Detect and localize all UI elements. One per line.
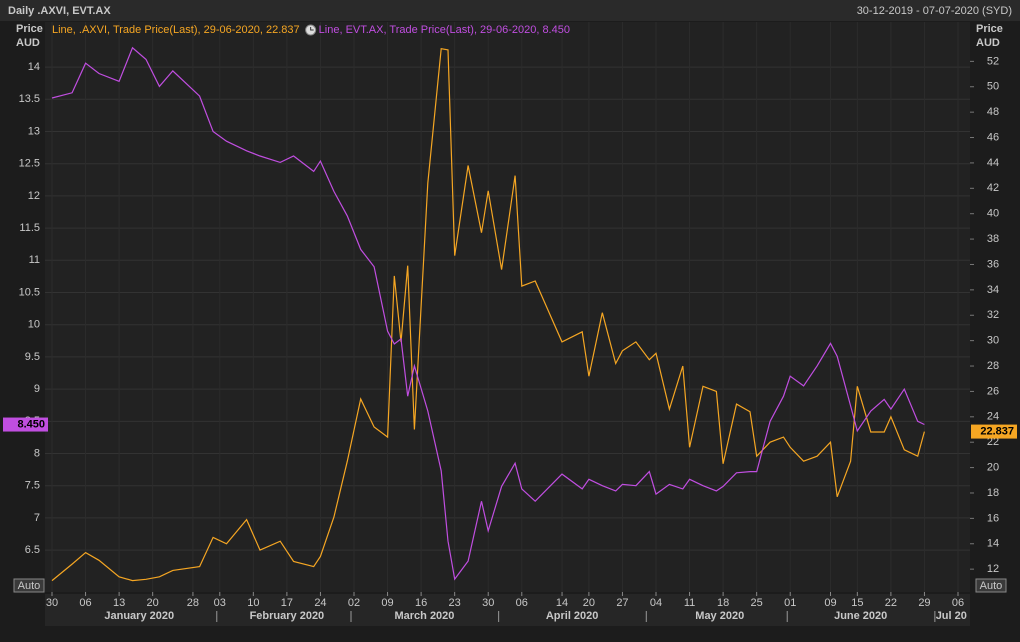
- y2-tick-label: 26: [987, 385, 999, 397]
- y-tick-label: 11: [29, 254, 40, 266]
- last-value-tag: [971, 424, 1017, 439]
- x-tick-label: 14: [556, 597, 568, 609]
- clock-hands: [310, 27, 314, 31]
- x-tick-label: 25: [751, 597, 763, 609]
- y2-tick-label: 36: [987, 258, 999, 270]
- y-tick-label: 6.5: [25, 544, 40, 556]
- y-tick-label: 12.5: [19, 158, 40, 170]
- y2-tick-label: 30: [987, 335, 999, 347]
- y-tick-label: 14: [28, 61, 40, 73]
- y2-tick-label: 46: [987, 131, 999, 143]
- month-label: May 2020: [695, 610, 744, 622]
- x-tick-label: 06: [79, 597, 91, 609]
- x-tick-label: 24: [314, 597, 326, 609]
- y-tick-label: 9.5: [25, 351, 40, 363]
- y2-tick-label: 12: [987, 563, 999, 575]
- header-bar: [0, 0, 1020, 21]
- last-value-label: 22.837: [980, 425, 1014, 437]
- y2-tick-label: 34: [987, 284, 999, 296]
- y-tick-label: 12: [28, 190, 40, 202]
- legend-entry: Line, .AXVI, Trade Price(Last), 29-06-20…: [52, 24, 300, 36]
- x-tick-label: 13: [113, 597, 125, 609]
- y-tick-label: 13.5: [19, 93, 40, 105]
- y2-tick-label: 28: [987, 360, 999, 372]
- x-tick-label: 01: [784, 597, 796, 609]
- y2-mode-label[interactable]: Auto: [980, 580, 1003, 592]
- y2-tick-label: 22: [987, 436, 999, 448]
- y2-label: AUD: [976, 37, 1000, 49]
- y2-tick-label: 52: [987, 55, 999, 67]
- month-label: March 2020: [394, 610, 454, 622]
- y2-tick-label: 20: [987, 461, 999, 473]
- series-line: [51, 47, 925, 582]
- x-tick-label: 17: [281, 597, 293, 609]
- x-tick-label: 27: [616, 597, 628, 609]
- last-value-label: 8.450: [17, 418, 45, 430]
- y2-tick-label: 16: [987, 512, 999, 524]
- x-tick-label: 06: [516, 597, 528, 609]
- y-tick-label: 10: [28, 319, 40, 331]
- y2-tick-label: 24: [987, 411, 999, 423]
- x-tick-label: 10: [247, 597, 259, 609]
- x-tick-label: 20: [583, 597, 595, 609]
- y2-tick-label: 44: [987, 157, 999, 169]
- y2-tick-label: 38: [987, 233, 999, 245]
- y-mode-label[interactable]: Auto: [18, 580, 41, 592]
- x-tick-label: 02: [348, 597, 360, 609]
- y2-tick-label: 42: [987, 182, 999, 194]
- y-label: Price: [16, 23, 43, 35]
- y-tick-label: 13: [28, 125, 40, 137]
- y2-label: Price: [976, 23, 1003, 35]
- x-tick-label: 09: [824, 597, 836, 609]
- y-label: AUD: [16, 37, 40, 49]
- y-tick-label: 9: [34, 383, 40, 395]
- x-tick-label: 23: [449, 597, 461, 609]
- x-tick-label: 09: [381, 597, 393, 609]
- x-axis-band: [45, 594, 970, 626]
- y2-tick-label: 40: [987, 208, 999, 220]
- y2-tick-label: 14: [987, 538, 999, 550]
- y-tick-label: 11.5: [19, 222, 40, 234]
- x-tick-label: 30: [482, 597, 494, 609]
- last-value-tag: [3, 417, 48, 432]
- month-label: February 2020: [250, 610, 325, 622]
- y2-tick-label: 18: [987, 487, 999, 499]
- x-tick-label: 06: [952, 597, 964, 609]
- x-tick-label: 28: [187, 597, 199, 609]
- x-tick-label: 11: [684, 597, 695, 609]
- y-tick-label: 7: [34, 512, 40, 524]
- date-range: 30-12-2019 - 07-07-2020 (SYD): [857, 5, 1012, 17]
- x-tick-label: 15: [851, 597, 863, 609]
- month-label: June 2020: [834, 610, 887, 622]
- month-label: January 2020: [104, 610, 174, 622]
- auto-box[interactable]: [13, 578, 45, 593]
- x-tick-label: 03: [214, 597, 226, 609]
- month-label: April 2020: [546, 610, 599, 622]
- series-line: [51, 46, 925, 581]
- plot-area: [45, 22, 970, 592]
- auto-box[interactable]: [975, 578, 1007, 593]
- y-tick-label: 7.5: [25, 480, 40, 492]
- x-tick-label: 29: [918, 597, 930, 609]
- y-tick-label: 10.5: [19, 286, 40, 298]
- x-tick-label: 22: [885, 597, 897, 609]
- y2-tick-label: 50: [987, 81, 999, 93]
- x-tick-label: 16: [415, 597, 427, 609]
- legend-entry: Line, EVT.AX, Trade Price(Last), 29-06-2…: [319, 24, 570, 36]
- chart-title: Daily .AXVI, EVT.AX: [8, 5, 111, 17]
- y-tick-label: 8: [34, 447, 40, 459]
- x-tick-label: 18: [717, 597, 729, 609]
- y2-tick-label: 48: [987, 106, 999, 118]
- x-tick-label: 04: [650, 597, 662, 609]
- y2-tick-label: 32: [987, 309, 999, 321]
- x-tick-label: 30: [46, 597, 58, 609]
- x-tick-label: 20: [147, 597, 159, 609]
- month-label: Jul 20: [936, 610, 967, 622]
